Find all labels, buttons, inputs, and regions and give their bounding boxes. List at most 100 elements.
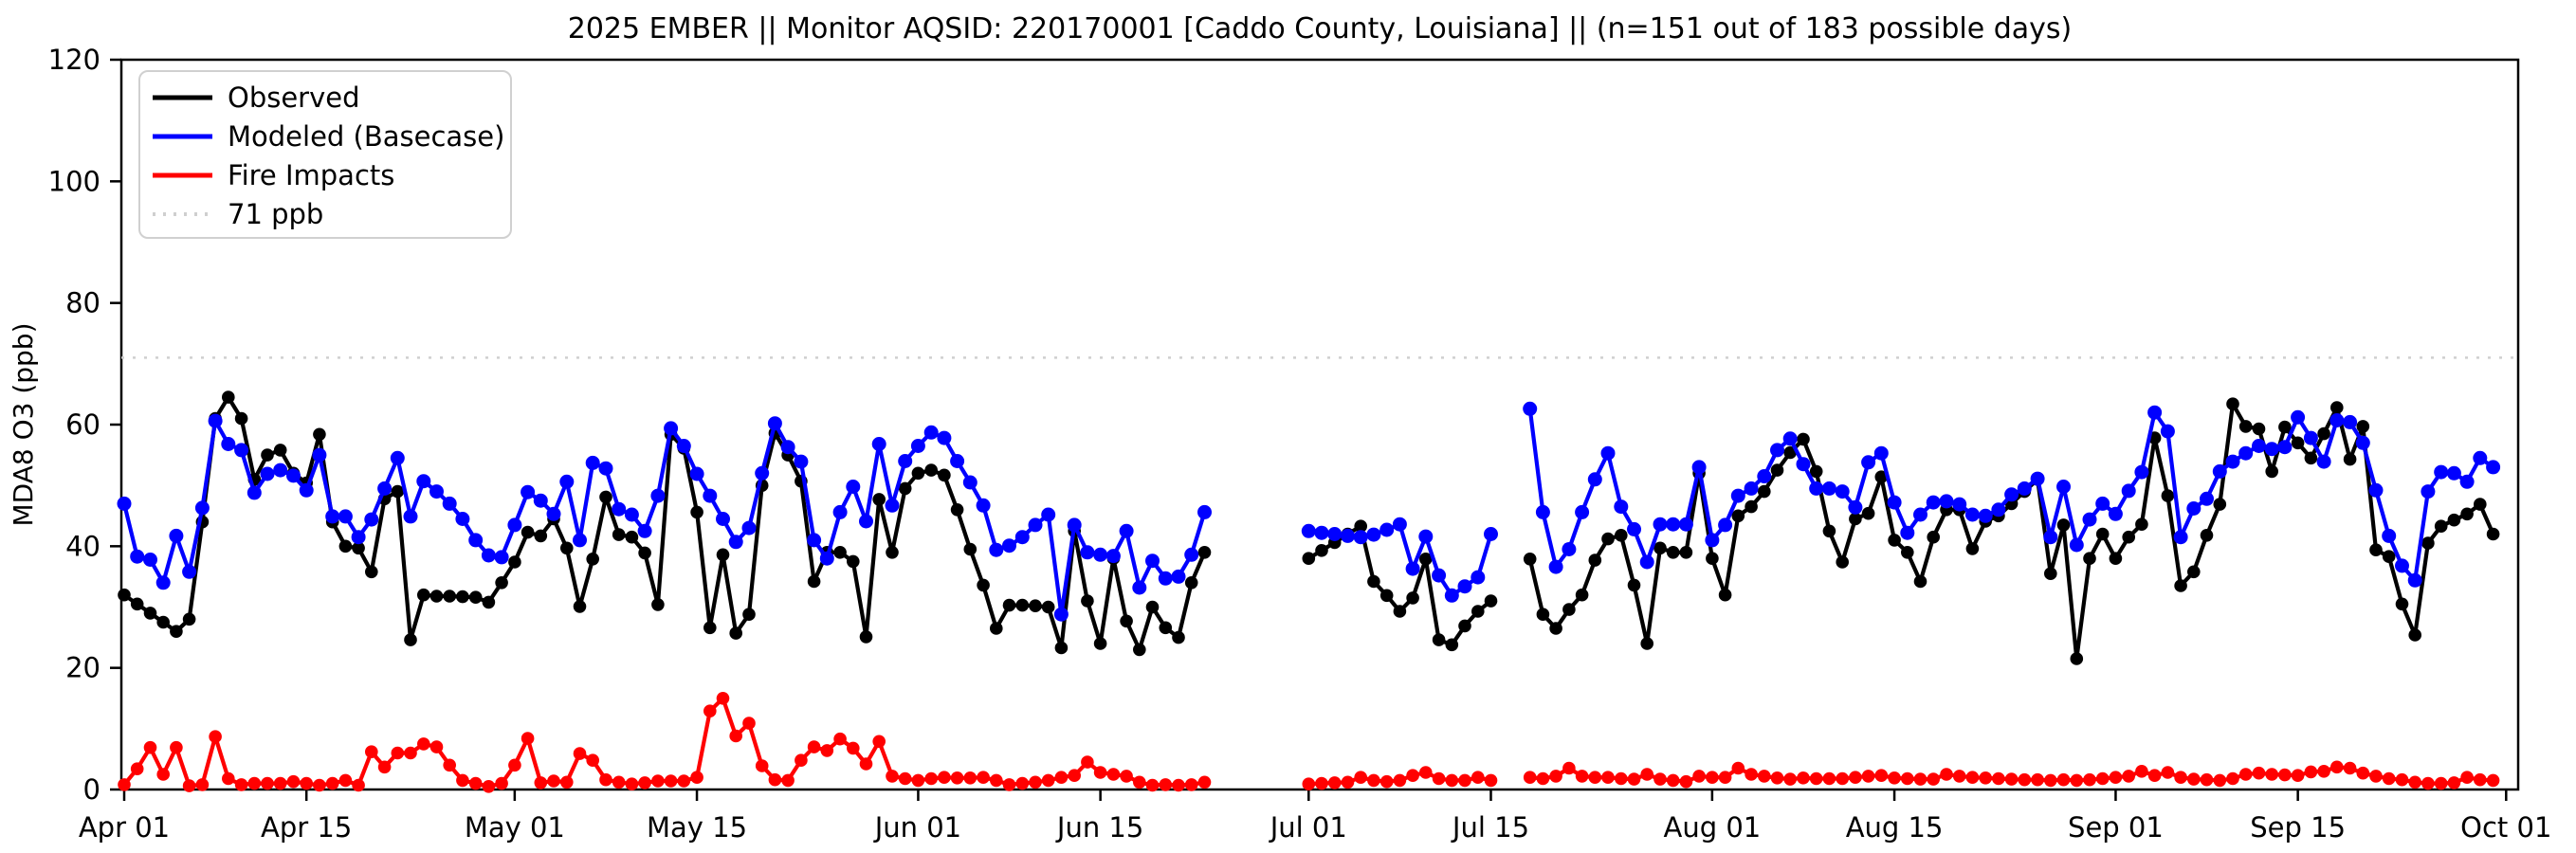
x-tick-label: Aug 15 [1846, 811, 1944, 844]
data-point-fire-impacts [755, 759, 769, 772]
data-point-modeled-basecase [2459, 474, 2475, 489]
data-point-modeled-basecase [2095, 496, 2110, 511]
data-point-fire-impacts [872, 735, 886, 749]
data-point-fire-impacts [1640, 768, 1653, 781]
legend-label-modeled: Modeled (Basecase) [228, 120, 504, 153]
data-point-modeled-basecase [2069, 537, 2084, 553]
data-point-observed [2369, 543, 2383, 556]
data-point-fire-impacts [2343, 761, 2357, 775]
data-point-modeled-basecase [676, 439, 691, 453]
data-point-modeled-basecase [1041, 507, 1056, 522]
data-point-fire-impacts [1731, 761, 1745, 775]
data-point-observed [1927, 530, 1940, 544]
data-point-observed [898, 481, 912, 496]
data-point-fire-impacts [1458, 773, 1471, 788]
data-point-modeled-basecase [2200, 491, 2214, 506]
data-point-fire-impacts [2265, 768, 2278, 781]
data-point-observed [911, 466, 925, 481]
data-point-fire-impacts [286, 774, 301, 789]
data-point-fire-impacts [1836, 771, 1849, 786]
data-point-modeled-basecase [1691, 460, 1707, 475]
data-point-observed [2460, 507, 2474, 521]
data-point-observed [143, 607, 157, 620]
data-point-modeled-basecase [937, 430, 952, 445]
data-point-modeled-basecase [871, 437, 886, 451]
data-point-observed [182, 612, 196, 626]
data-point-fire-impacts [1029, 775, 1042, 789]
data-point-observed [1471, 605, 1485, 618]
data-point-observed [1406, 591, 1419, 605]
data-point-modeled-basecase [1835, 484, 1850, 499]
data-point-observed [521, 525, 535, 539]
data-point-observed [963, 542, 977, 556]
data-point-modeled-basecase [1796, 457, 1811, 472]
data-point-modeled-basecase [703, 488, 718, 503]
data-point-modeled-basecase [1535, 504, 1550, 519]
data-point-observed [638, 546, 651, 560]
data-point-observed [1549, 622, 1562, 635]
data-point-fire-impacts [2252, 766, 2266, 780]
data-point-fire-impacts [1133, 775, 1146, 789]
data-point-fire-impacts [1081, 755, 1094, 769]
y-tick-label: 60 [65, 408, 100, 441]
data-point-fire-impacts [1927, 772, 1940, 786]
data-point-observed [1588, 554, 1602, 567]
data-point-fire-impacts [417, 737, 430, 751]
data-point-observed [1901, 546, 1914, 559]
data-point-fire-impacts [2304, 765, 2318, 779]
data-point-modeled-basecase [1978, 508, 1993, 523]
data-point-modeled-basecase [1341, 528, 1355, 543]
data-point-fire-impacts [2044, 773, 2057, 788]
data-point-fire-impacts [2226, 771, 2239, 786]
data-point-modeled-basecase [312, 447, 327, 463]
data-point-observed [2291, 436, 2305, 450]
data-point-modeled-basecase [194, 500, 210, 516]
data-point-fire-impacts [1770, 771, 1784, 785]
data-point-modeled-basecase [689, 466, 704, 481]
data-point-observed [807, 574, 821, 589]
data-point-observed [560, 541, 574, 555]
data-point-observed [950, 503, 964, 517]
data-point-fire-impacts [1445, 773, 1459, 788]
data-point-modeled-basecase [807, 533, 822, 548]
data-point-modeled-basecase [117, 496, 132, 511]
data-point-modeled-basecase [1392, 517, 1407, 532]
data-point-fire-impacts [2408, 775, 2421, 789]
data-point-modeled-basecase [598, 461, 613, 476]
data-point-observed [495, 576, 508, 590]
data-point-observed [2434, 519, 2448, 533]
data-point-observed [1562, 603, 1576, 616]
data-point-modeled-basecase [169, 528, 184, 543]
data-point-observed [1172, 630, 1185, 644]
data-point-fire-impacts [911, 773, 925, 788]
data-point-modeled-basecase [1926, 495, 1941, 510]
data-point-modeled-basecase [1587, 472, 1602, 487]
data-point-observed [1913, 574, 1927, 589]
data-point-observed [443, 590, 457, 603]
data-point-modeled-basecase [182, 564, 197, 579]
data-point-modeled-basecase [1900, 525, 1915, 540]
data-point-modeled-basecase [2173, 530, 2188, 545]
data-point-fire-impacts [859, 757, 873, 771]
data-point-fire-impacts [1692, 770, 1706, 783]
data-point-fire-impacts [1184, 778, 1198, 791]
data-point-fire-impacts [677, 774, 691, 788]
data-point-fire-impacts [742, 717, 756, 730]
data-point-observed [924, 463, 938, 477]
data-point-fire-impacts [247, 776, 262, 790]
data-point-modeled-basecase [1067, 517, 1082, 533]
x-tick-label: Jun 01 [873, 811, 961, 844]
data-point-modeled-basecase [2264, 442, 2279, 457]
data-point-observed [482, 595, 496, 609]
data-point-observed [261, 448, 274, 462]
data-point-modeled-basecase [859, 514, 873, 529]
data-point-fire-impacts [990, 773, 1003, 788]
data-point-observed [2213, 498, 2227, 511]
data-point-fire-impacts [1706, 771, 1719, 784]
data-point-observed [1627, 578, 1641, 592]
data-point-observed [859, 630, 873, 644]
data-point-observed [703, 621, 717, 635]
data-point-fire-impacts [482, 780, 496, 793]
data-point-observed [1354, 519, 1367, 533]
data-point-observed [338, 539, 353, 554]
